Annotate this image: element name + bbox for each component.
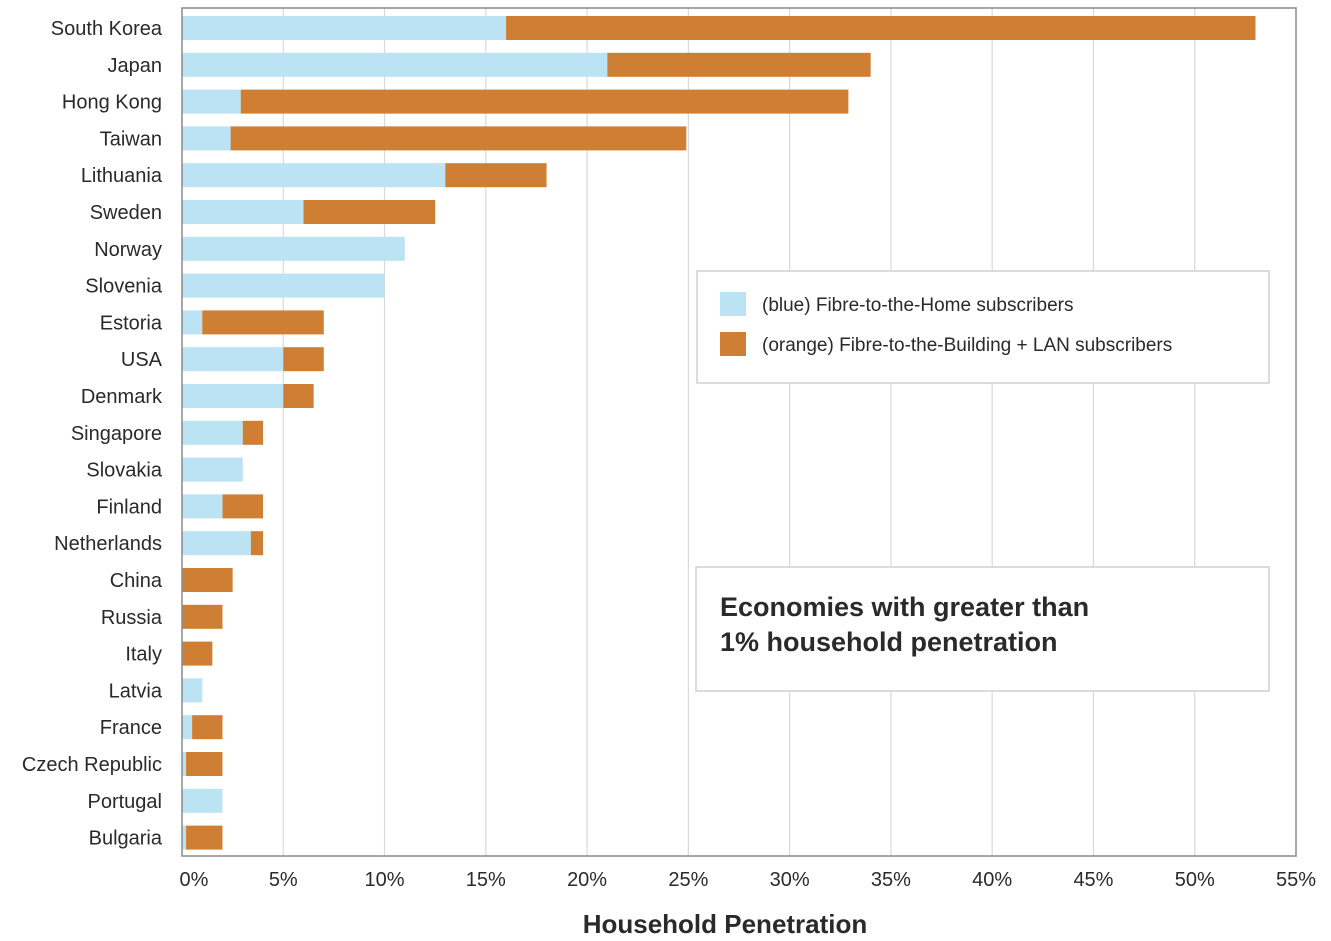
- category-label-south-korea: South Korea: [51, 18, 163, 40]
- bar-fibre-to-the-building-sweden: [303, 200, 436, 224]
- bar-fibre-to-the-home-slovenia: [182, 273, 385, 298]
- x-tick-label: 15%: [466, 869, 506, 891]
- bar-fibre-to-the-home-south-korea: [182, 16, 507, 40]
- bar-fibre-to-the-home-latvia: [182, 678, 203, 703]
- bar-fibre-to-the-building-bulgaria: [186, 825, 223, 850]
- bar-fibre-to-the-home-singapore: [182, 420, 243, 445]
- category-label-denmark: Denmark: [81, 386, 163, 408]
- category-label-sweden: Sweden: [90, 202, 162, 224]
- x-tick-labels: 0% 5% 10% 15% 20% 25% 30% 35% 40% 45% 50% 55%: [180, 869, 1317, 891]
- category-label-estoria: Estoria: [100, 312, 163, 334]
- bar-fibre-to-the-building-estoria: [202, 310, 324, 335]
- bar-fibre-to-the-building-denmark: [283, 384, 314, 408]
- category-label-slovakia: Slovakia: [86, 460, 162, 482]
- annotation-line-2: 1% household penetration: [720, 627, 1058, 657]
- category-label-taiwan: Taiwan: [100, 128, 162, 150]
- category-label-czech-republic: Czech Republic: [22, 754, 162, 776]
- bar-fibre-to-the-home-norway: [182, 236, 405, 261]
- bar-fibre-to-the-building-russia: [182, 604, 223, 629]
- bar-fibre-to-the-building-italy: [182, 641, 213, 666]
- bar-fibre-to-the-home-usa: [182, 347, 284, 372]
- x-tick-label: 5%: [269, 869, 298, 891]
- bar-fibre-to-the-building-singapore: [242, 420, 264, 445]
- category-label-finland: Finland: [96, 496, 162, 518]
- legend-swatch-fibre-to-the-building: [720, 332, 746, 356]
- bar-fibre-to-the-building-lithuania: [445, 163, 547, 188]
- bar-fibre-to-the-building-taiwan: [230, 126, 687, 151]
- category-label-norway: Norway: [94, 239, 162, 261]
- bar-group: [182, 16, 1256, 850]
- bar-fibre-to-the-home-france: [182, 715, 193, 740]
- bar-fibre-to-the-home-estoria: [182, 310, 203, 335]
- bar-fibre-to-the-home-finland: [182, 494, 223, 519]
- x-tick-label: 45%: [1073, 869, 1113, 891]
- legend-label-fibre-to-the-home: (blue) Fibre-to-the-Home subscribers: [762, 295, 1074, 316]
- x-tick-label: 35%: [871, 869, 911, 891]
- category-label-lithuania: Lithuania: [81, 165, 163, 187]
- legend-swatch-fibre-to-the-home: [720, 292, 746, 316]
- category-label-singapore: Singapore: [71, 423, 162, 445]
- bar-fibre-to-the-home-taiwan: [182, 126, 231, 151]
- bar-fibre-to-the-home-portugal: [182, 788, 223, 813]
- bar-fibre-to-the-home-czech-republic: [182, 752, 187, 776]
- bar-fibre-to-the-building-netherlands: [250, 531, 264, 556]
- bar-fibre-to-the-home-denmark: [182, 384, 284, 408]
- category-label-france: France: [100, 717, 162, 739]
- category-label-china: China: [110, 570, 163, 592]
- legend-label-fibre-to-the-building: (orange) Fibre-to-the-Building + LAN sub…: [762, 335, 1172, 356]
- bar-fibre-to-the-building-china: [182, 568, 233, 592]
- bar-fibre-to-the-home-hong-kong: [182, 89, 241, 114]
- legend: (blue) Fibre-to-the-Home subscribers (or…: [696, 270, 1270, 384]
- bar-fibre-to-the-building-usa: [283, 347, 324, 372]
- category-label-hong-kong: Hong Kong: [62, 92, 162, 114]
- category-labels: South Korea Japan Hong Kong Taiwan Lithuania…: [22, 18, 163, 850]
- bar-fibre-to-the-home-sweden: [182, 200, 304, 224]
- x-axis-title: Household Penetration: [583, 909, 868, 939]
- bar-fibre-to-the-building-japan: [607, 52, 871, 77]
- bar-fibre-to-the-building-france: [192, 715, 223, 740]
- x-tick-label: 10%: [365, 869, 405, 891]
- category-label-italy: Italy: [125, 644, 162, 666]
- x-tick-label: 0%: [180, 869, 209, 891]
- category-label-japan: Japan: [108, 55, 163, 77]
- annotation-box: Economies with greater than 1% household…: [695, 566, 1270, 692]
- plot-frame: [181, 7, 1297, 857]
- bar-fibre-to-the-building-south-korea: [506, 16, 1256, 40]
- bar-fibre-to-the-building-czech-republic: [186, 752, 223, 776]
- category-label-latvia: Latvia: [109, 680, 163, 702]
- x-tick-label: 30%: [770, 869, 810, 891]
- bar-fibre-to-the-home-slovakia: [182, 457, 243, 482]
- bar-fibre-to-the-home-netherlands: [182, 531, 251, 556]
- category-label-netherlands: Netherlands: [54, 533, 162, 555]
- category-label-usa: USA: [121, 349, 163, 371]
- x-tick-label: 25%: [668, 869, 708, 891]
- x-tick-label: 40%: [972, 869, 1012, 891]
- annotation-frame: [695, 566, 1270, 692]
- bar-fibre-to-the-building-finland: [222, 494, 264, 519]
- x-tick-label: 20%: [567, 869, 607, 891]
- category-label-portugal: Portugal: [88, 791, 163, 813]
- x-tick-label: 55%: [1276, 869, 1316, 891]
- bar-fibre-to-the-home-japan: [182, 52, 608, 77]
- bar-fibre-to-the-home-bulgaria: [182, 825, 187, 850]
- bar-fibre-to-the-building-hong-kong: [240, 89, 849, 114]
- annotation-line-1: Economies with greater than: [720, 592, 1089, 622]
- bar-fibre-to-the-home-lithuania: [182, 163, 446, 188]
- category-label-slovenia: Slovenia: [85, 276, 163, 298]
- legend-box: [696, 270, 1270, 384]
- category-label-russia: Russia: [101, 607, 163, 629]
- category-label-bulgaria: Bulgaria: [89, 828, 163, 850]
- x-tick-label: 50%: [1175, 869, 1215, 891]
